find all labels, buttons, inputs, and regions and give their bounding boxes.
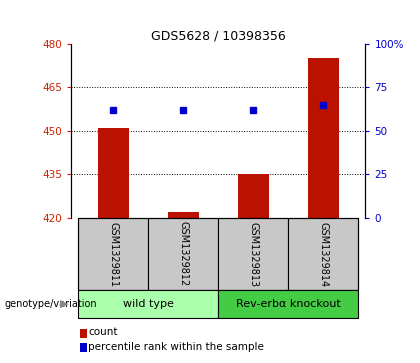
Text: GSM1329814: GSM1329814 (318, 221, 328, 287)
Text: GSM1329812: GSM1329812 (178, 221, 189, 287)
Bar (238, 174, 269, 218)
Bar (168, 212, 199, 218)
Title: GDS5628 / 10398356: GDS5628 / 10398356 (151, 29, 286, 42)
Bar (79, 218, 148, 290)
Text: count: count (88, 327, 118, 337)
Bar (79, 290, 218, 318)
Bar (148, 218, 218, 290)
Text: GSM1329811: GSM1329811 (108, 221, 118, 287)
Text: wild type: wild type (123, 299, 174, 309)
Bar (218, 218, 289, 290)
Text: Rev-erbα knockout: Rev-erbα knockout (236, 299, 341, 309)
Bar (308, 58, 339, 218)
Text: GSM1329813: GSM1329813 (248, 221, 258, 287)
Bar (98, 128, 129, 218)
Text: percentile rank within the sample: percentile rank within the sample (88, 342, 264, 352)
Bar (289, 218, 358, 290)
Text: ▶: ▶ (60, 299, 68, 309)
Text: genotype/variation: genotype/variation (4, 299, 97, 309)
Bar (218, 290, 358, 318)
